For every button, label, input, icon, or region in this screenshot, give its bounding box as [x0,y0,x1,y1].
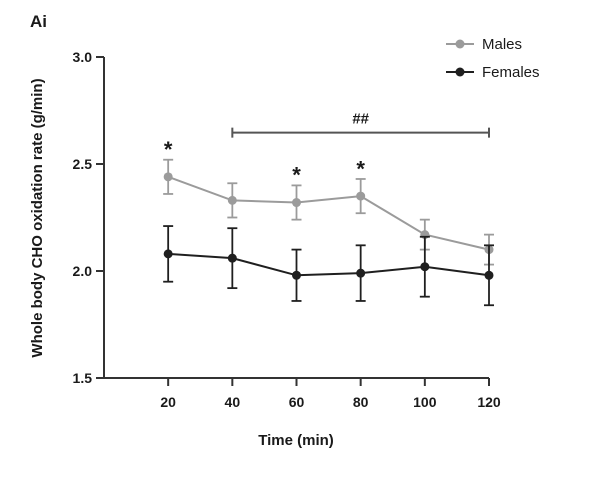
x-tick-label: 100 [413,394,437,410]
legend-label-males: Males [482,36,522,53]
x-tick-label: 20 [160,394,176,410]
data-point-females [420,262,430,272]
y-axis-title: Whole body CHO oxidation rate (g/min) [29,78,46,357]
significance-marker: * [164,137,173,162]
x-axis-title: Time (min) [258,432,334,449]
x-tick-label: 80 [353,394,369,410]
x-tick-label: 40 [225,394,241,410]
data-point-males [292,198,301,208]
y-tick-label: 1.5 [73,370,93,386]
data-point-males [163,172,173,182]
y-tick-label: 2.0 [73,263,93,279]
data-point-males [356,191,366,201]
series-line-males [167,175,490,251]
data-point-males [227,195,237,205]
y-tick-label: 3.0 [73,49,93,65]
series-line-females [168,252,490,277]
significance-marker: * [292,163,301,188]
data-point-females [163,249,173,259]
legend-marker-females [455,67,465,77]
data-point-females [356,268,366,278]
significance-bracket-label: ## [352,111,369,128]
x-tick-label: 120 [477,394,501,410]
x-tick-label: 60 [289,394,305,410]
data-point-females [484,270,494,280]
data-point-females [292,270,301,280]
plot-area: 1.5 2.0 2.5 3.0 20 40 60 80 100 120 * * * ## [73,49,501,410]
legend: Males Females [446,36,540,81]
legend-marker-males [455,39,465,49]
significance-marker: * [356,156,365,181]
y-tick-label: 2.5 [73,156,93,172]
legend-label-females: Females [482,64,540,81]
data-point-females [227,253,237,263]
panel-label: Ai [30,12,47,31]
